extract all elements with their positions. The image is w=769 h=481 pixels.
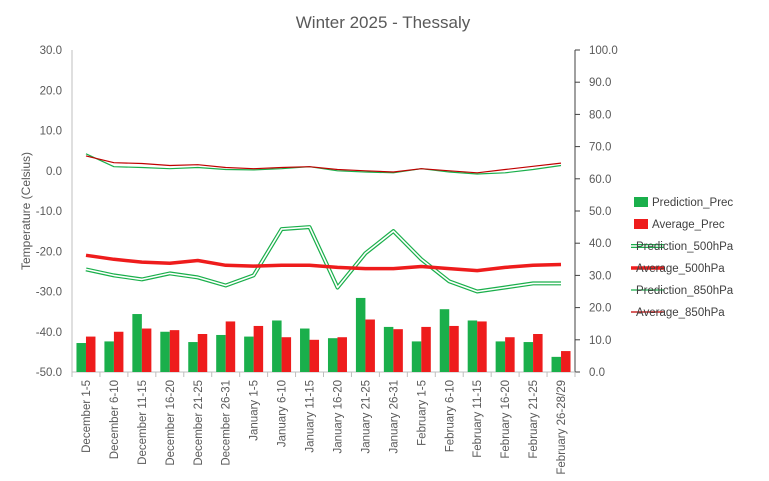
bar-prediction-prec [272, 320, 282, 372]
legend-swatch-average-prec [634, 219, 648, 229]
plot-area: 30.0 20.0 10.0 0.0 -10.0 -20.0 -30.0 -40.0 -50.0… [36, 45, 618, 475]
y-tick-label: -50.0 [36, 367, 62, 379]
bar-average-prec [281, 337, 292, 372]
legend-label-prediction-prec: Prediction_Prec [652, 197, 733, 209]
bar-prediction-prec [104, 341, 114, 372]
bar-prediction-prec [551, 356, 562, 372]
x-tick-label: February 1-5 [416, 380, 428, 446]
y2-tick-label: 50.0 [589, 206, 611, 218]
x-tick-label: February 16-20 [500, 380, 512, 459]
x-tick-label: January 26-31 [388, 380, 400, 454]
x-tick-label: December 21-25 [193, 380, 205, 466]
x-tick-label: December 26-31 [221, 380, 233, 466]
x-tick-label: February 11-15 [472, 380, 484, 458]
x-tick-label: January 1-5 [249, 380, 261, 441]
x-tick-label: February 6-10 [444, 380, 456, 452]
y2-tick-label: 10.0 [589, 335, 611, 347]
bar-prediction-prec [132, 314, 142, 372]
y2-tick-label: 30.0 [589, 270, 611, 282]
x-tick-label: February 21-25 [528, 380, 540, 459]
legend-label-average-850hpa: Average_850hPa [636, 307, 725, 319]
legend: Prediction_Prec Average_Prec Prediction_50… [631, 197, 734, 319]
y-tick-label: 30.0 [40, 45, 62, 57]
bar-prediction-prec [495, 341, 506, 372]
y-axis-title: Temperature (Celsius) [19, 152, 33, 270]
bar-prediction-prec [160, 331, 170, 372]
x-tick-label: December 6-10 [109, 380, 121, 459]
line-prediction-500hpa-inner [85, 226, 561, 293]
bar-average-prec [449, 325, 459, 372]
y2-tick-label: 20.0 [589, 303, 611, 315]
y2-tick-label: 90.0 [589, 77, 611, 89]
legend-label-prediction-850hpa: Prediction_850hPa [636, 285, 734, 297]
bar-prediction-prec [355, 297, 366, 372]
bar-average-prec [141, 328, 152, 372]
chart-title: Winter 2025 - Thessaly [296, 13, 471, 32]
bar-average-prec [309, 339, 320, 372]
bar-prediction-prec [411, 341, 422, 372]
x-tick-label: February 26-28/29 [556, 380, 568, 475]
bar-prediction-prec [244, 336, 254, 372]
bar-prediction-prec [188, 342, 198, 372]
bar-average-prec [533, 334, 543, 372]
bar-average-prec [365, 319, 375, 372]
bar-prediction-prec [467, 320, 478, 372]
legend-label-average-500hpa: Average_500hPa [636, 263, 725, 275]
bar-average-prec [113, 331, 124, 372]
y2-tick-label: 0.0 [589, 367, 605, 379]
bar-average-prec [477, 321, 487, 372]
bar-average-prec [561, 351, 571, 372]
bar-average-prec [337, 337, 347, 372]
x-tick-label: January 11-15 [305, 380, 317, 453]
x-tick-label: January 6-10 [277, 380, 289, 447]
line-average-850hpa [85, 155, 562, 174]
bar-average-prec [253, 325, 264, 372]
bar-prediction-prec [439, 309, 450, 372]
bar-average-prec [85, 336, 96, 372]
y2-tick-label: 70.0 [589, 142, 611, 154]
y-tick-label: 0.0 [46, 166, 62, 178]
y2-tick-label: 40.0 [589, 238, 611, 250]
legend-swatch-prediction-prec [634, 197, 648, 207]
bar-prediction-prec [383, 326, 394, 372]
line-average-500hpa [85, 253, 562, 273]
y2-tick-label: 80.0 [589, 109, 611, 121]
y-tick-label: -10.0 [36, 206, 62, 218]
y2-tick-label: 60.0 [589, 174, 611, 186]
bar-average-prec [225, 321, 236, 372]
x-tick-label: January 21-25 [360, 380, 372, 454]
bar-prediction-prec [523, 342, 534, 372]
bar-prediction-prec [216, 334, 226, 372]
bar-prediction-prec [300, 328, 310, 372]
legend-label-average-prec: Average_Prec [652, 219, 725, 231]
y2-tick-label: 100.0 [589, 45, 618, 57]
y-tick-label: -40.0 [36, 327, 62, 339]
x-tick-label: December 11-15 [137, 380, 149, 465]
x-tick-label: January 16-20 [332, 380, 344, 454]
bar-prediction-prec [327, 338, 338, 372]
bar-average-prec [505, 337, 515, 372]
bar-average-prec [169, 330, 180, 372]
line-prediction-850hpa [85, 153, 562, 175]
y-tick-label: -20.0 [36, 246, 62, 258]
legend-label-prediction-500hpa: Prediction_500hPa [636, 241, 734, 253]
x-tick-label: December 16-20 [165, 380, 177, 466]
y-tick-label: -30.0 [36, 287, 62, 299]
bar-average-prec [421, 326, 431, 372]
bar-prediction-prec [76, 343, 86, 372]
bar-average-prec [393, 329, 403, 372]
y-tick-label: 20.0 [40, 85, 62, 97]
line-prediction-500hpa [85, 225, 561, 294]
y-tick-label: 10.0 [40, 126, 62, 138]
bar-average-prec [197, 334, 208, 372]
x-tick-label: December 1-5 [81, 380, 93, 453]
